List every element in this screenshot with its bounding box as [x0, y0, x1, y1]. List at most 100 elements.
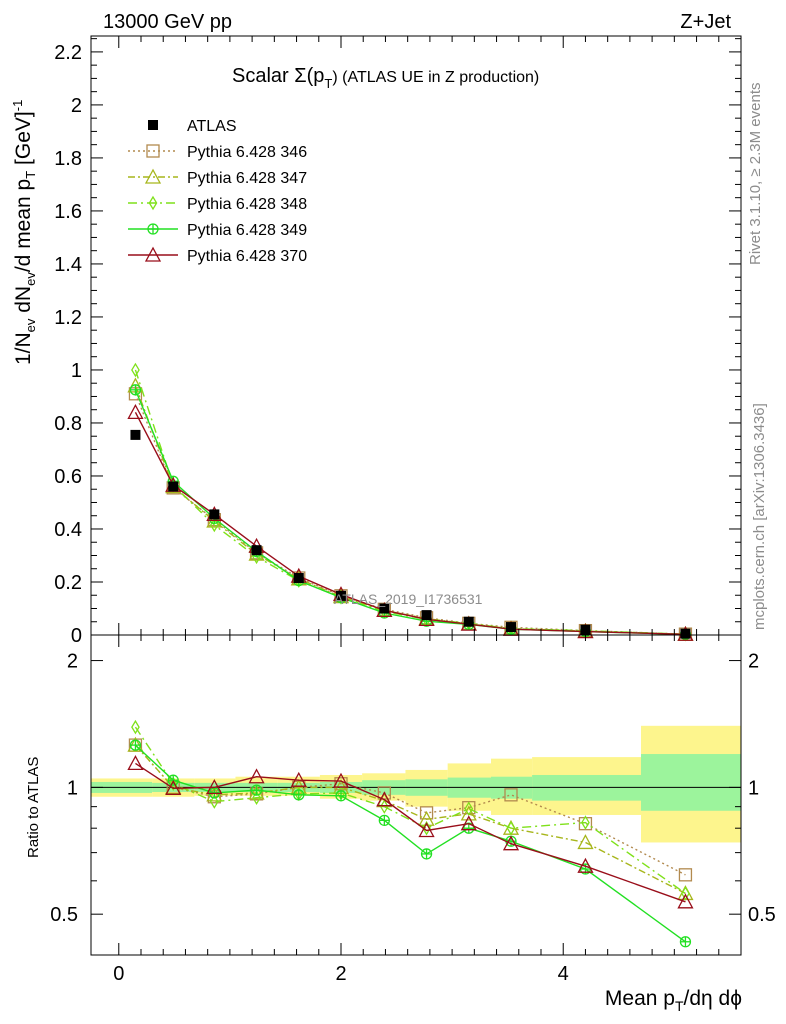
data-marker	[681, 886, 690, 901]
ylabel-part: 1/N	[12, 332, 35, 365]
ylabel-sup: -1	[10, 100, 25, 112]
series-line	[134, 744, 686, 943]
data-marker	[335, 790, 347, 802]
data-marker	[332, 772, 350, 788]
y-tick-label: 1.6	[54, 201, 82, 223]
series-line	[134, 412, 686, 635]
y-tick-label: 0	[71, 625, 82, 647]
data-marker	[148, 195, 158, 211]
x-tick-label: 0	[113, 963, 124, 985]
data-marker	[422, 820, 431, 836]
data-marker	[420, 848, 433, 860]
ratio-y-tick-label: 1	[67, 777, 78, 799]
ratio-y-tick-label-right: 1	[748, 777, 759, 799]
data-marker	[144, 246, 162, 262]
data-marker	[421, 610, 432, 621]
legend-item: Pythia 6.428 349	[128, 222, 307, 239]
data-marker	[293, 573, 304, 584]
y-tick-label: 1.4	[54, 254, 82, 276]
ylabel-part: [GeV]	[12, 111, 35, 171]
ratio-ylabel: Ratio to ATLAS	[25, 757, 42, 858]
main-title: Scalar Σ(pT) (ATLAS UE in Z production)	[232, 65, 539, 91]
data-marker	[131, 719, 140, 735]
title-sub: T	[324, 76, 332, 91]
data-marker	[506, 622, 516, 633]
legend: ATLAS Pythia 6.428 346 Pythia 6.428 347 Pyt…	[128, 118, 307, 265]
y-tick-label: 1.8	[54, 148, 82, 170]
xlabel-part: Mean p	[605, 987, 675, 1010]
analysis-watermark: ATLAS_2019_I1736531	[334, 591, 483, 607]
series-atlas	[130, 429, 691, 639]
y-tick-label: 0.6	[54, 466, 82, 488]
data-marker	[206, 779, 223, 795]
ratio-panel: 0 2 4 0.5 0.5 1 1 2 2	[50, 36, 776, 985]
data-marker	[206, 786, 223, 802]
ratio-uncertainty-bands	[91, 725, 741, 843]
title-main: Scalar Σ(p	[232, 65, 324, 87]
y-tick-label: 2	[71, 95, 82, 117]
data-marker	[379, 603, 390, 614]
ratio-frame	[90, 634, 742, 956]
y-tick-label: 0.4	[54, 519, 82, 541]
legend-label: Pythia 6.428 347	[187, 170, 307, 187]
data-marker	[129, 739, 142, 751]
data-marker	[127, 403, 144, 420]
series-pythia-6-428-349	[129, 739, 692, 948]
y-tick-label: 2.2	[54, 42, 82, 64]
data-marker	[677, 893, 694, 909]
data-marker	[378, 814, 390, 827]
data-marker	[130, 429, 141, 440]
data-marker	[581, 815, 590, 830]
data-marker	[418, 822, 435, 838]
data-marker	[131, 362, 140, 378]
header-left: 13000 GeV pp	[103, 11, 232, 33]
ylabel-sub: ev	[23, 318, 38, 332]
data-marker	[209, 794, 219, 809]
y-tick-label: 1	[71, 360, 82, 382]
series-line	[134, 369, 686, 635]
data-marker	[248, 784, 265, 800]
data-marker	[209, 509, 220, 520]
data-marker	[460, 815, 477, 831]
y-tick-label: 0.8	[54, 413, 82, 435]
data-marker	[129, 384, 142, 396]
ylabel-sub: ev	[23, 272, 38, 286]
x-tick-label: 4	[558, 963, 569, 985]
band-green	[641, 754, 741, 811]
series-line	[134, 726, 686, 895]
ratio-y-tick-label: 2	[67, 651, 78, 673]
xlabel-part: /dη dϕ	[684, 987, 742, 1010]
data-marker	[127, 755, 144, 771]
data-marker	[336, 590, 346, 601]
data-marker	[248, 768, 265, 784]
data-marker	[293, 789, 305, 801]
data-marker	[502, 835, 520, 851]
legend-label: Pythia 6.428 348	[187, 196, 307, 213]
data-marker	[577, 857, 594, 873]
title-end: ) (ATLAS UE in Z production)	[332, 69, 539, 86]
data-marker	[577, 834, 594, 850]
data-marker	[506, 820, 516, 836]
ratio-y-tick-label-right: 2	[748, 651, 759, 673]
data-marker	[147, 223, 159, 235]
data-marker	[680, 628, 691, 639]
data-marker	[168, 481, 179, 492]
series-pythia-6-428-348	[131, 719, 690, 901]
x-tick-label: 2	[335, 963, 346, 985]
data-marker	[679, 936, 692, 948]
data-marker	[379, 799, 389, 814]
data-marker	[146, 144, 160, 158]
legend-item: Pythia 6.428 370	[128, 246, 307, 265]
data-marker	[460, 805, 477, 821]
mcplots-label: mcplots.cern.ch [arXiv:1306.3436]	[751, 403, 768, 630]
data-marker	[252, 790, 261, 805]
xlabel-sub: T	[675, 998, 684, 1014]
legend-label: ATLAS	[187, 118, 237, 135]
legend-label: Pythia 6.428 349	[187, 222, 307, 239]
data-marker	[165, 779, 182, 795]
legend-item: Pythia 6.428 347	[128, 168, 307, 187]
main-ylabel: 1/Nev dNev/d mean pT [GeV]-1	[10, 100, 38, 365]
data-marker	[144, 168, 162, 184]
ratio-y-tick-label-right: 0.5	[748, 904, 776, 926]
